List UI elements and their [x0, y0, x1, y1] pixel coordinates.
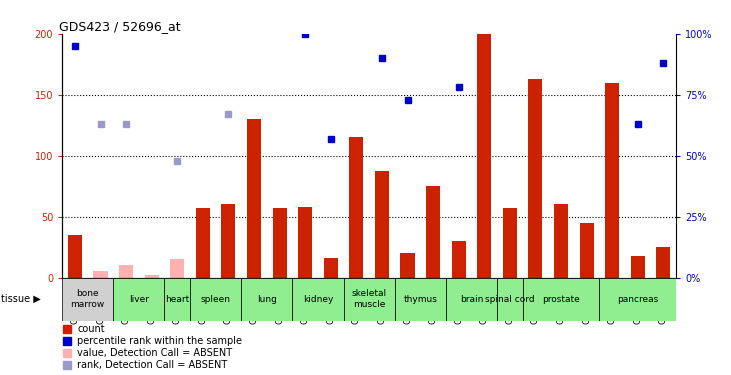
Text: value, Detection Call = ABSENT: value, Detection Call = ABSENT — [77, 348, 232, 358]
Bar — [349, 137, 363, 278]
Text: prostate: prostate — [542, 295, 580, 304]
Bar — [523, 278, 599, 321]
Bar — [145, 275, 159, 278]
Bar — [344, 278, 395, 321]
Bar — [273, 208, 287, 278]
Bar — [196, 208, 210, 278]
Bar — [477, 34, 491, 278]
Bar — [241, 278, 292, 321]
Text: skeletal
muscle: skeletal muscle — [352, 290, 387, 309]
Bar — [94, 272, 107, 278]
Bar — [503, 208, 517, 278]
Bar — [656, 247, 670, 278]
Bar — [170, 259, 184, 278]
Text: bone
marrow: bone marrow — [71, 290, 105, 309]
Bar — [446, 278, 497, 321]
Bar — [113, 278, 164, 321]
Text: count: count — [77, 324, 105, 334]
Text: rank, Detection Call = ABSENT: rank, Detection Call = ABSENT — [77, 360, 228, 370]
Bar — [529, 79, 542, 278]
Bar — [375, 171, 389, 278]
Bar — [452, 241, 466, 278]
Bar — [164, 278, 190, 321]
Bar — [221, 204, 235, 278]
Text: tissue ▶: tissue ▶ — [1, 294, 41, 304]
Bar — [605, 82, 619, 278]
Text: GDS423 / 52696_at: GDS423 / 52696_at — [59, 20, 181, 33]
Text: lung: lung — [257, 295, 277, 304]
Text: heart: heart — [165, 295, 189, 304]
Text: kidney: kidney — [303, 295, 333, 304]
Bar — [62, 278, 113, 321]
Bar — [497, 278, 523, 321]
Bar — [599, 278, 676, 321]
Bar — [190, 278, 241, 321]
Bar — [395, 278, 446, 321]
Bar — [631, 256, 645, 278]
Text: brain: brain — [460, 295, 483, 304]
Text: percentile rank within the sample: percentile rank within the sample — [77, 336, 243, 346]
Bar — [68, 235, 82, 278]
Text: thymus: thymus — [404, 295, 437, 304]
Bar — [580, 223, 594, 278]
Bar — [324, 258, 338, 278]
Text: spleen: spleen — [200, 295, 231, 304]
Bar — [119, 266, 133, 278]
Bar — [247, 119, 261, 278]
Bar — [292, 278, 344, 321]
Bar — [298, 207, 312, 278]
Text: liver: liver — [129, 295, 149, 304]
Text: pancreas: pancreas — [617, 295, 659, 304]
Bar — [426, 186, 440, 278]
Bar — [401, 253, 414, 278]
Bar — [554, 204, 568, 278]
Text: spinal cord: spinal cord — [485, 295, 534, 304]
